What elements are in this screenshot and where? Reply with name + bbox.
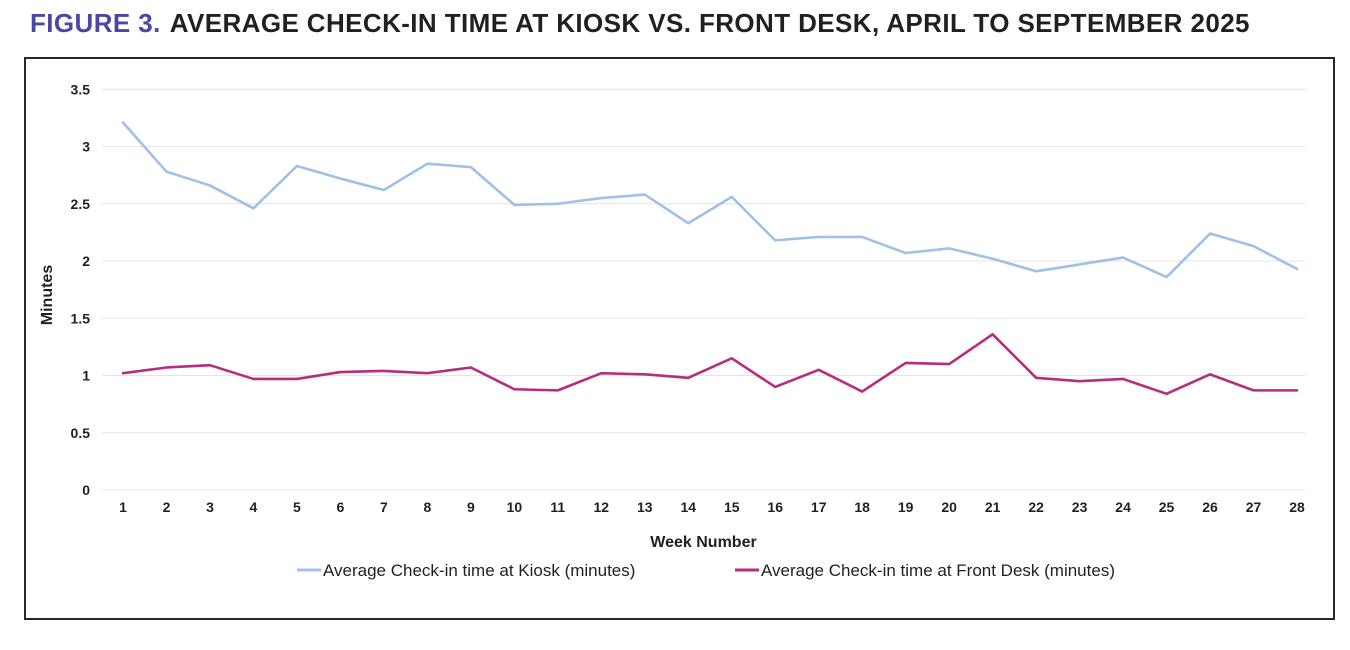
x-tick-label: 1 (119, 499, 127, 515)
x-tick-label: 3 (206, 499, 214, 515)
x-tick-label: 18 (854, 499, 870, 515)
x-tick-label: 22 (1028, 499, 1044, 515)
x-tick-label: 13 (637, 499, 653, 515)
x-tick-label: 19 (898, 499, 914, 515)
kiosk-line (121, 121, 1299, 279)
y-tick-label: 2.5 (71, 196, 91, 212)
x-tick-label: 6 (337, 499, 345, 515)
x-tick-label: 2 (163, 499, 171, 515)
x-tick-label: 4 (250, 499, 258, 515)
x-tick-label: 28 (1289, 499, 1305, 515)
y-tick-label: 0.5 (71, 425, 91, 441)
x-tick-label: 20 (941, 499, 957, 515)
y-tick-label: 3 (82, 139, 90, 155)
legend-kiosk-label: Average Check-in time at Kiosk (minutes) (323, 561, 635, 580)
x-tick-label: 11 (550, 499, 565, 515)
y-tick-label: 1.5 (71, 310, 91, 326)
y-tick-label: 0 (82, 482, 90, 498)
x-tick-label: 27 (1246, 499, 1262, 515)
x-tick-label: 7 (380, 499, 388, 515)
front-desk-line (121, 332, 1299, 396)
x-tick-label: 21 (985, 499, 1001, 515)
chart-panel: 3.5 3 2.5 2 1.5 1 0.5 0 1 2 3 4 5 6 7 8 9 10 11 12 13 14 15 16 1… (24, 57, 1335, 620)
x-axis-title: Week Number (650, 534, 756, 551)
y-tick-label: 1 (82, 368, 90, 384)
x-tick-label: 12 (594, 499, 610, 515)
figure-caption: AVERAGE CHECK-IN TIME AT KIOSK VS. FRONT… (169, 8, 1250, 38)
x-tick-label: 5 (293, 499, 301, 515)
x-tick-label: 26 (1202, 499, 1218, 515)
x-tick-label: 17 (811, 499, 827, 515)
figure-number: FIGURE 3. (30, 8, 161, 38)
x-tick-label: 23 (1072, 499, 1088, 515)
checkin-time-line-chart: 3.532.521.510.501 2 3 4 5 6 7 8 9 10 11 12 13 14 15 16 1… (39, 81, 1305, 580)
y-tick-label: 2 (82, 253, 90, 269)
x-tick-label: 24 (1115, 499, 1131, 515)
legend-front-desk-label: Average Check-in time at Front Desk (min… (761, 561, 1115, 580)
x-tick-label: 8 (423, 499, 431, 515)
x-tick-label: 14 (680, 499, 696, 515)
x-tick-label: 16 (767, 499, 783, 515)
x-tick-label: 10 (507, 499, 523, 515)
x-tick-label: 25 (1159, 499, 1175, 515)
x-tick-label: 15 (724, 499, 740, 515)
x-tick-label: 9 (467, 499, 475, 515)
figure-title: FIGURE 3. AVERAGE CHECK-IN TIME AT KIOSK … (30, 8, 1330, 39)
y-axis-title: Minutes (39, 265, 56, 326)
y-tick-label: 3.5 (71, 81, 91, 97)
